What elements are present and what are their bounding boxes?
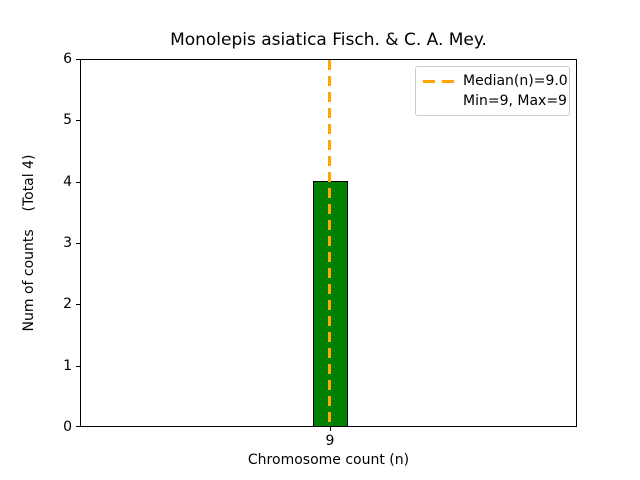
y-tick-label-0: 0 [63, 419, 72, 435]
legend-box: Median(n)=9.0 Min=9, Max=9 [415, 66, 570, 116]
empty-handle [423, 100, 455, 103]
chart-title: Monolepis asiatica Fisch. & C. A. Mey. [170, 30, 487, 50]
y-tick-mark [76, 243, 80, 244]
y-tick-mark [76, 59, 80, 60]
y-tick-mark [76, 426, 80, 427]
legend-label-minmax: Min=9, Max=9 [463, 93, 567, 109]
y-tick-label-3: 3 [63, 235, 72, 251]
y-axis-label: Num of counts (Total 4) [21, 154, 37, 332]
y-tick-label-4: 4 [63, 174, 72, 190]
y-tick-label-5: 5 [63, 112, 72, 128]
x-tick-mark [330, 427, 331, 431]
legend-entry-median: Median(n)=9.0 [423, 71, 568, 91]
y-tick-label-2: 2 [63, 296, 72, 312]
median-line [328, 60, 331, 427]
y-tick-mark [76, 366, 80, 367]
legend-label-median: Median(n)=9.0 [463, 73, 568, 89]
y-tick-mark [76, 182, 80, 183]
x-tick-label-9: 9 [325, 433, 335, 449]
dashed-line-icon [423, 79, 455, 83]
y-tick-label-1: 1 [63, 358, 72, 374]
y-tick-label-6: 6 [63, 51, 72, 67]
y-tick-mark [76, 304, 80, 305]
legend-entry-minmax: Min=9, Max=9 [423, 91, 567, 111]
x-axis-label: Chromosome count (n) [247, 452, 410, 468]
y-tick-mark [76, 120, 80, 121]
